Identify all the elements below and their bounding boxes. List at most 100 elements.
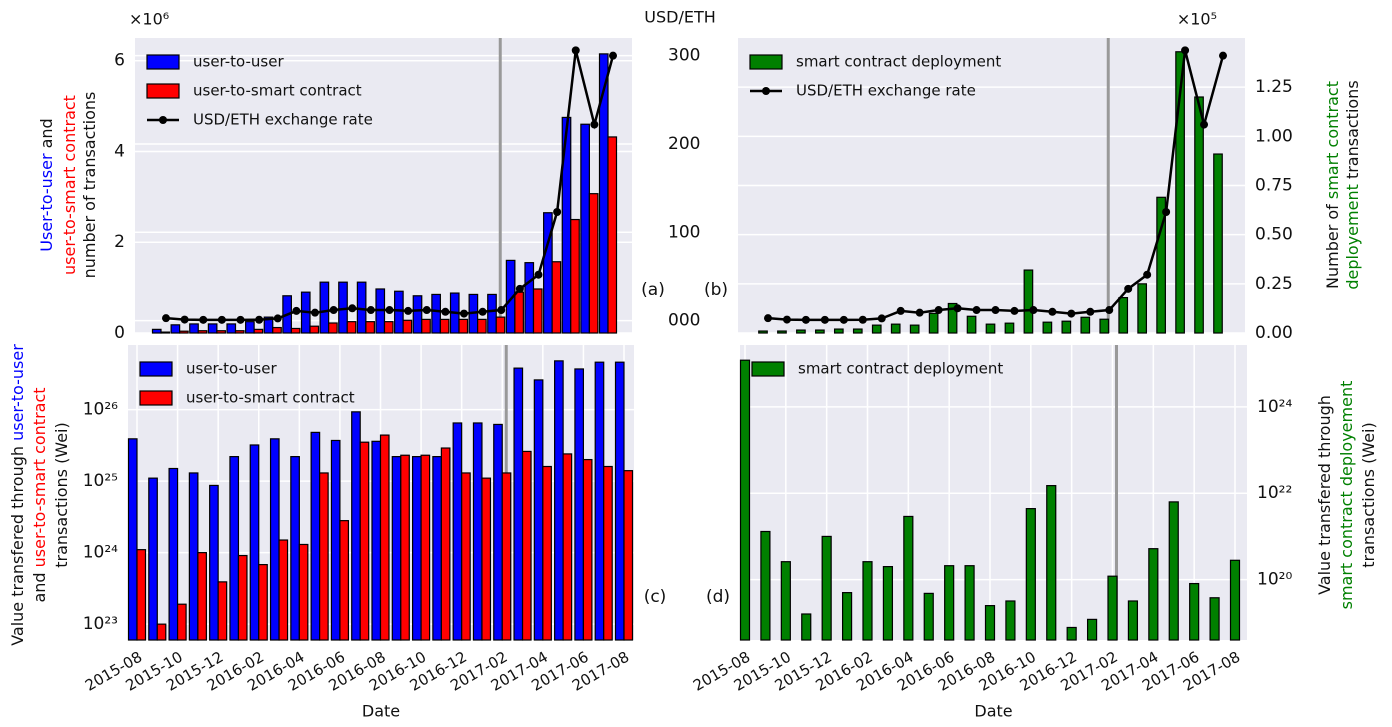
bar [383,321,394,334]
y-tick-label: 10²⁵ [83,471,118,491]
line-point [515,284,524,293]
bar [574,368,585,641]
bar [431,293,441,334]
y-tick-label: 10²⁴ [1257,397,1292,417]
bar [179,330,189,334]
y-axis-label-part: transactions [1343,80,1362,184]
bar [249,444,260,641]
legend-text: user-to-user [193,53,284,71]
y-axis-label-part: Value transfered through [1315,395,1334,595]
bar [338,281,348,334]
bar [365,321,375,334]
bar [330,439,341,641]
line-point [953,304,962,313]
bar [209,484,219,641]
y-axis-label-part: deployement [1343,184,1362,290]
bar [542,465,552,641]
y-axis-label: transactions (Wei) [1359,422,1378,567]
bar [245,321,255,334]
bar [521,450,532,641]
bar [1194,96,1204,334]
bar [760,530,771,641]
bar [1137,283,1148,334]
bar [603,465,613,641]
line-point [1181,46,1190,55]
bar [269,438,280,641]
bar [217,581,228,641]
bar [197,330,208,334]
line-point [199,315,208,324]
bar [1213,153,1223,334]
y-tick-label: 0.50 [1255,225,1293,245]
line-point [180,315,189,324]
y-axis-label: user-to-smart contract [60,95,79,275]
line-point [404,306,413,315]
bar [319,281,330,334]
bar [359,441,370,641]
line-point [162,314,170,323]
y-axis-label-part: and [30,567,49,602]
bar [758,330,768,334]
bar [909,324,920,334]
bar [1127,600,1139,641]
bar [1061,320,1072,334]
y-axis-label-part: smart contract deployement [1337,381,1356,610]
bar [258,563,268,641]
bar [588,193,599,334]
line-point [348,304,357,313]
bar [562,453,573,641]
bar [495,316,506,334]
legend-text: user-to-user [186,360,277,378]
bar [411,456,422,641]
bar [263,316,274,334]
bar [136,549,147,641]
bar [452,422,463,641]
line-point [441,307,450,316]
legend-text: smart contract deployment [798,360,1003,378]
bar [481,477,492,641]
bar [570,218,580,334]
bar [594,361,605,641]
bar [1229,559,1241,641]
y-tick-label: 0.75 [1255,176,1293,196]
y2-tick-label: 100 [668,222,700,242]
bar [328,322,338,334]
legend-swatch [146,54,180,70]
y-axis-label-part: number of transactions [80,92,99,279]
y2-tick-label: 200 [668,134,700,154]
line-point [609,51,617,60]
bar [237,554,248,641]
bar [156,623,167,641]
y-tick-label: 1.00 [1255,126,1293,146]
y-tick-label: 10²⁴ [83,543,118,563]
legend-swatch [139,361,173,377]
bar [903,515,914,641]
y-axis-label: and user-to-smart contract [30,387,49,602]
legend-swatch [146,83,180,99]
line-point [896,306,905,315]
bar [1005,600,1016,641]
bar [882,566,894,641]
bar [985,323,996,334]
y-axis-label-part: Value transfered through [8,441,27,646]
bar [197,552,207,641]
y-tick-label: 10²³ [83,614,118,634]
y-tick-label: 0.25 [1255,274,1293,294]
y-axis-label: Value transfered through user-to-user [8,344,27,646]
line-point [801,315,810,324]
bar [554,360,564,641]
bar [207,323,218,334]
legend-text: USD/ETH exchange rate [193,111,373,129]
bar [1066,626,1077,641]
line-point [1010,306,1019,315]
bar [189,323,199,334]
y-tick-label: 0.00 [1255,323,1293,343]
line-point [877,314,886,323]
line-point [273,314,282,323]
legend-text: USD/ETH exchange rate [796,82,976,100]
bar [890,323,901,334]
legend-text: smart contract deployment [796,53,1001,71]
y-axis-label-part: transactions (Wei) [1359,422,1378,567]
legend-marker [762,87,770,95]
